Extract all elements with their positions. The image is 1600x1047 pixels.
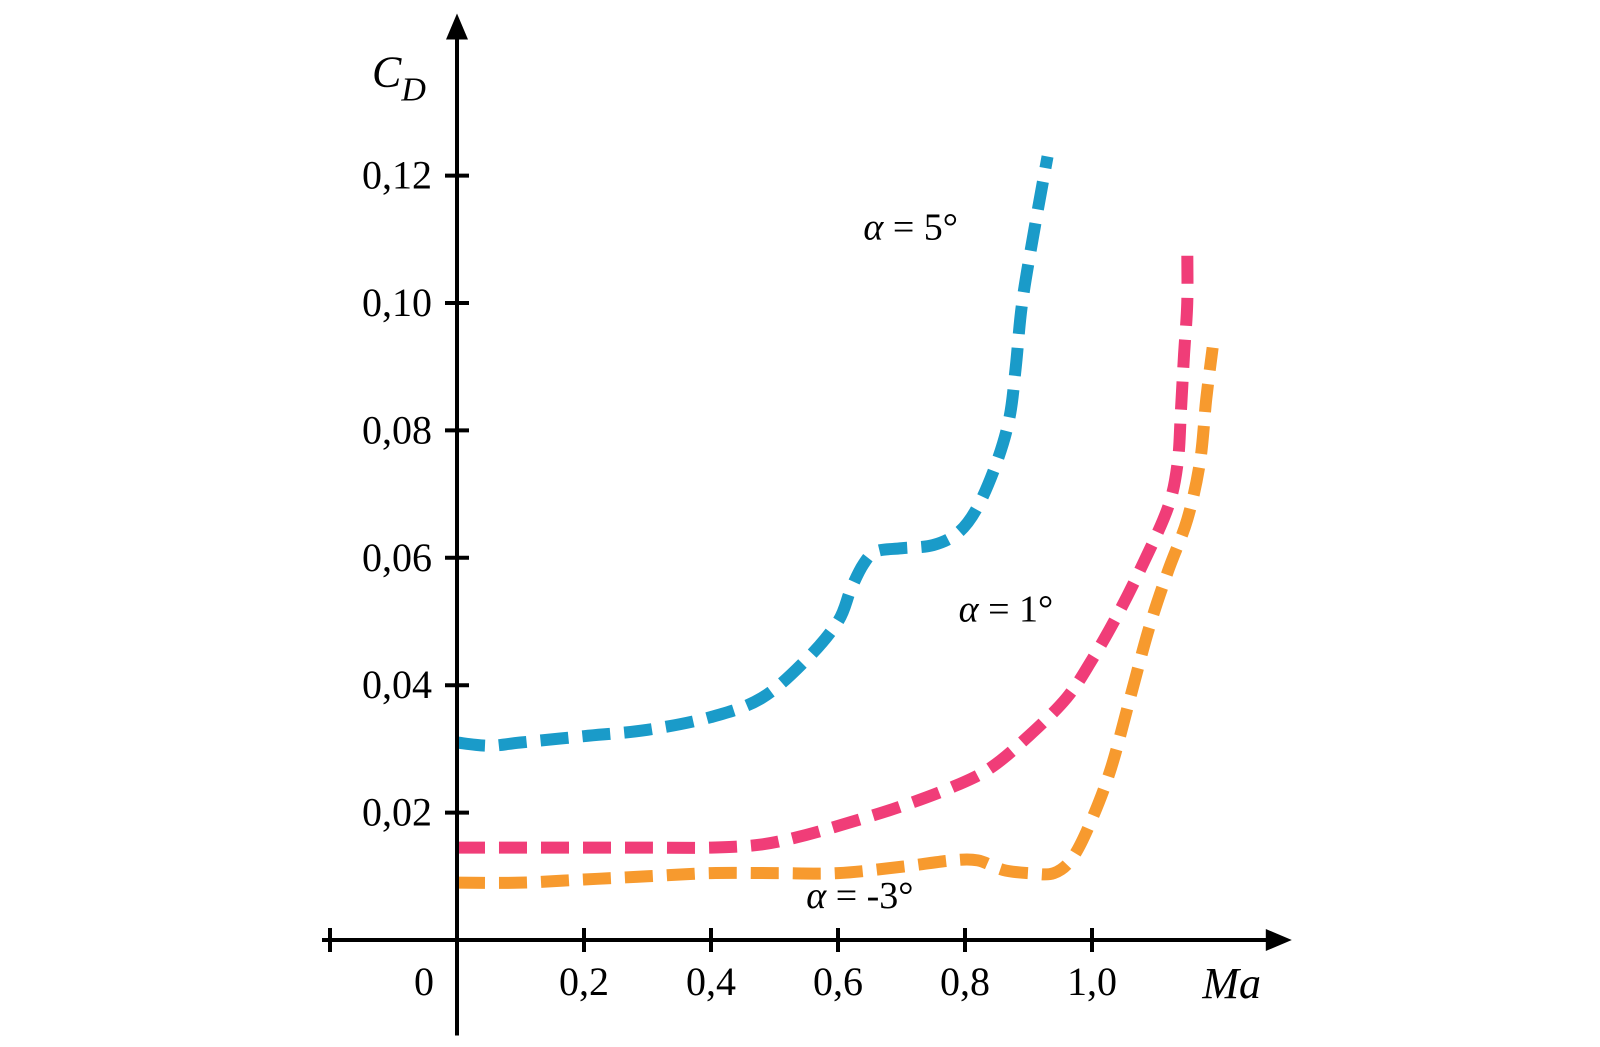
x-tick-label: 0,4 [686,959,736,1004]
series-label-text: = 5° [883,206,958,248]
x-tick-label: 0,2 [559,959,609,1004]
series-labels-layer: α = 5°α = 1°α = -3° [806,206,1053,917]
y-tick-label: 0,04 [362,662,432,707]
series-line-alpha-1 [457,245,1194,854]
y-tick-label: 0,08 [362,407,432,452]
x-axis-arrow [1265,929,1292,951]
series-label-text: = -3° [826,875,913,917]
series-label-greek: α [806,875,827,917]
series-label-greek: α [863,206,884,248]
series-label-alpha-1: α = 1° [959,589,1054,631]
axes-layer [322,13,1292,1036]
y-tick-label: 0,10 [362,280,432,325]
series-label-alpha-5: α = 5° [863,206,958,248]
ticks-layer: 0,2 0,4 0,6 0,8 1,0 0,02 0,04 0,06 0,08 0,10 0,12 [328,153,1117,1004]
x-axis-label: Ma [1201,959,1261,1008]
series-line-alpha-5 [456,155,1054,752]
y-axis-label-sub: D [400,71,426,108]
series-label-text: = 1° [979,589,1054,631]
x-tick-label: 1,0 [1067,959,1117,1004]
y-tick-label: 0,02 [362,790,432,835]
x-tick-label: 0,6 [813,959,863,1004]
y-axis-arrow [446,13,468,40]
y-tick-label: 0,12 [362,153,432,198]
y-tick-label: 0,06 [362,535,432,580]
origin-label: 0 [414,959,434,1004]
labels-layer: Ma CD 0 [372,47,1261,1008]
x-tick-label: 0,8 [940,959,990,1004]
series-label-greek: α [959,589,980,631]
series-label-alpha-minus3: α = -3° [806,875,913,917]
y-axis-label-main: C [372,47,402,96]
y-axis-label: CD [372,47,426,108]
curves-layer [456,155,1219,889]
series-line-alpha-minus3 [456,346,1219,889]
